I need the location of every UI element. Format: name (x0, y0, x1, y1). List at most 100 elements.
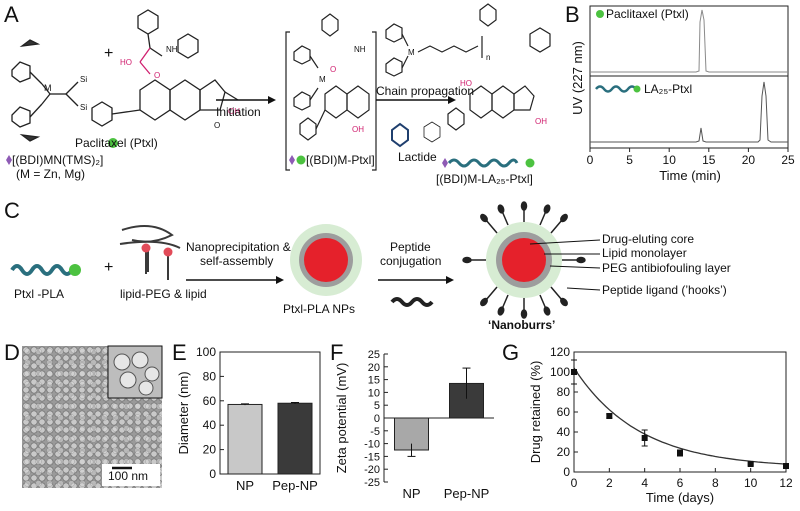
product-diamond-icon (442, 158, 448, 168)
trace-la25-ptxl (590, 81, 788, 143)
peptide-icon (390, 297, 434, 307)
hplc-frame (589, 5, 789, 149)
y-tick-label: 20 (203, 443, 217, 457)
diameter-chart: 0 20 40 60 80 100 NP Pep-NP Diameter (nm) (176, 345, 321, 493)
lipid-peg-icon (119, 225, 181, 280)
panel-label-e: E (172, 340, 187, 365)
x-tick-label: 2 (606, 476, 613, 490)
nanoburrs-label: ‘Nanoburrs’ (488, 318, 556, 332)
x-tick-label: 8 (712, 476, 719, 490)
y-tick-label: 80 (557, 385, 571, 399)
y-axis-label: Drug retained (%) (528, 361, 543, 464)
hplc-x-axis (589, 148, 789, 152)
ptxl-label: Paclitaxel (Ptxl) (75, 136, 158, 150)
data-point (677, 450, 683, 456)
paclitaxel-structure (91, 9, 239, 127)
y-tick-label: 0 (374, 413, 380, 425)
intermediate-label: [(BDI)M-Ptxl] (306, 153, 375, 167)
y-axis-label: Diameter (nm) (176, 371, 191, 454)
x-tick-label: 4 (641, 476, 648, 490)
svg-text:+: + (104, 45, 113, 62)
x-tick-label: NP (236, 478, 254, 493)
x-tick-label: 10 (744, 476, 758, 490)
y-tick-label: 10 (368, 387, 380, 399)
intermediate-structure (285, 13, 377, 171)
monolayer-label: Lipid monolayer (602, 246, 687, 260)
hplc-xtick: 15 (702, 153, 716, 167)
y-axis-label: Zeta potential (mV) (334, 363, 349, 474)
initiation-label: Initiation (216, 105, 261, 119)
catalyst-diamond-icon (6, 155, 12, 165)
step2-label: Peptide (390, 240, 431, 254)
step1b-label: self-assembly (200, 254, 274, 268)
bar (277, 402, 313, 475)
hplc-xtick: 10 (663, 153, 677, 167)
y-tick-label: 120 (550, 345, 570, 359)
intermediate-diamond-icon (289, 155, 295, 165)
core-label: Drug-eluting core (602, 232, 695, 246)
catalyst-label: [(BDI)MN(TMS)₂] (12, 153, 104, 167)
svg-text:O: O (330, 65, 336, 74)
x-axis-label: Time (days) (646, 490, 714, 505)
product-polymer-icon (447, 158, 519, 168)
ptxl-sphere-icon (108, 138, 118, 148)
y-tick-label: 20 (557, 445, 571, 459)
trace2-polymer-icon (595, 85, 637, 93)
x-tick-label: Pep-NP (272, 478, 318, 493)
trace1-sphere-icon (596, 10, 604, 18)
tem-image (22, 345, 163, 488)
y-tick-label: 80 (203, 369, 217, 383)
svg-text:OH: OH (228, 107, 240, 116)
np-particle (290, 224, 362, 296)
product-label: [(BDI)M-LA₂₅-Ptxl] (436, 172, 533, 186)
svg-text:M: M (408, 48, 415, 57)
peptide-hooks (462, 201, 586, 319)
svg-text:O: O (214, 121, 220, 130)
x-tick-label: 12 (779, 476, 793, 490)
y-tick-label: 25 (368, 349, 380, 361)
svg-text:+: + (104, 259, 113, 276)
assembly-scheme: + (10, 201, 601, 319)
trace2-label: LA₂₅-Ptxl (644, 82, 692, 96)
release-chart: 0 20 40 60 80 100 120 0 2 4 6 8 10 12 Time (days) Drug … (528, 345, 793, 505)
panel-label-g: G (502, 340, 520, 365)
metals-label: (M = Zn, Mg) (16, 167, 86, 181)
panel-label-a: A (4, 2, 19, 27)
hplc-xlabel: Time (min) (659, 168, 721, 183)
y-tick-label: 0 (209, 467, 216, 481)
plot-frame (219, 351, 321, 475)
y-tick-label: 15 (368, 375, 380, 387)
data-point (783, 463, 789, 469)
svg-text:HO: HO (460, 79, 472, 88)
y-tick-label: -25 (364, 477, 380, 489)
svg-text:Si: Si (80, 75, 87, 84)
svg-text:OH: OH (352, 125, 364, 134)
ligand-label: Peptide ligand (’hooks’) (602, 283, 727, 297)
svg-text:OH: OH (535, 117, 547, 126)
svg-text:HO: HO (120, 58, 132, 67)
svg-text:O: O (154, 71, 160, 80)
x-tick-label: 0 (571, 476, 578, 490)
trace-paclitaxel (590, 9, 788, 73)
y-tick-label: 100 (550, 365, 570, 379)
nanoburr-particle (486, 222, 562, 298)
y-tick-label: 60 (203, 394, 217, 408)
svg-text:M: M (44, 83, 52, 93)
catalyst-structure (11, 39, 79, 142)
ptxl-pla-label: Ptxl -PLA (14, 287, 65, 301)
product-structure (385, 3, 551, 131)
scalebar-label: 100 nm (108, 469, 149, 483)
x-tick-label: Pep-NP (444, 486, 490, 501)
panel-label-d: D (4, 340, 20, 365)
svg-text:NH: NH (354, 45, 366, 54)
repeat-unit-n: n (486, 53, 490, 62)
hplc-xtick: 20 (742, 153, 756, 167)
reaction-scheme: M Si Si + O HO NH OH O M O NH (6, 3, 551, 171)
data-point (747, 461, 754, 467)
y-tick-label: -5 (370, 426, 380, 438)
lactide-label: Lactide (398, 150, 437, 164)
bar (227, 403, 263, 475)
panel-label-f: F (330, 340, 344, 365)
hplc-xtick: 0 (587, 153, 594, 167)
hplc-xtick: 25 (781, 153, 795, 167)
